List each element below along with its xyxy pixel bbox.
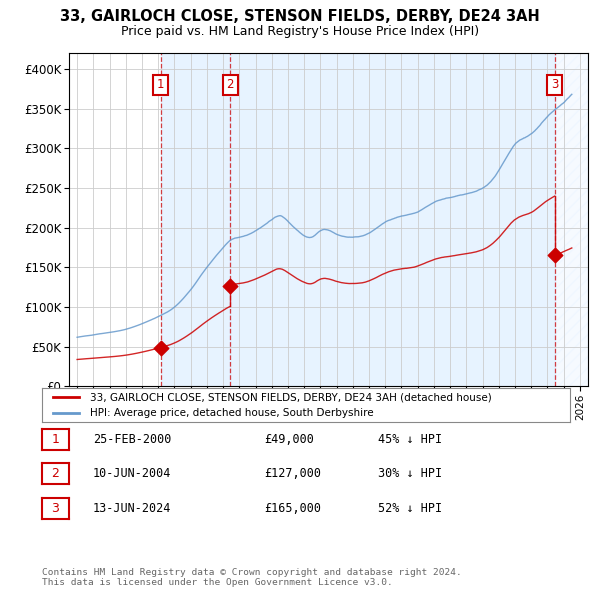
Text: 33, GAIRLOCH CLOSE, STENSON FIELDS, DERBY, DE24 3AH (detached house): 33, GAIRLOCH CLOSE, STENSON FIELDS, DERB… [89, 392, 491, 402]
Point [550, 251, 559, 260]
Text: £49,000: £49,000 [264, 433, 314, 446]
Text: £165,000: £165,000 [264, 502, 321, 515]
Text: 10-JUN-2004: 10-JUN-2004 [93, 467, 172, 480]
Text: Contains HM Land Registry data © Crown copyright and database right 2024.
This d: Contains HM Land Registry data © Crown c… [42, 568, 462, 587]
Text: 25-FEB-2000: 25-FEB-2000 [93, 433, 172, 446]
Text: 3: 3 [52, 502, 59, 515]
Point [226, 281, 235, 290]
Bar [230, 53, 554, 386]
Text: Price paid vs. HM Land Registry's House Price Index (HPI): Price paid vs. HM Land Registry's House … [121, 25, 479, 38]
Text: 2: 2 [226, 78, 234, 91]
Bar [161, 53, 230, 386]
Bar [554, 53, 588, 386]
Text: 52% ↓ HPI: 52% ↓ HPI [378, 502, 442, 515]
Text: 3: 3 [551, 78, 558, 91]
Text: HPI: Average price, detached house, South Derbyshire: HPI: Average price, detached house, Sout… [89, 408, 373, 418]
Text: 1: 1 [52, 433, 59, 446]
Text: 45% ↓ HPI: 45% ↓ HPI [378, 433, 442, 446]
Text: 1: 1 [157, 78, 164, 91]
Point [156, 343, 166, 352]
Text: 13-JUN-2024: 13-JUN-2024 [93, 502, 172, 515]
Text: 2: 2 [52, 467, 59, 480]
Text: 30% ↓ HPI: 30% ↓ HPI [378, 467, 442, 480]
Text: 33, GAIRLOCH CLOSE, STENSON FIELDS, DERBY, DE24 3AH: 33, GAIRLOCH CLOSE, STENSON FIELDS, DERB… [60, 9, 540, 24]
Text: £127,000: £127,000 [264, 467, 321, 480]
